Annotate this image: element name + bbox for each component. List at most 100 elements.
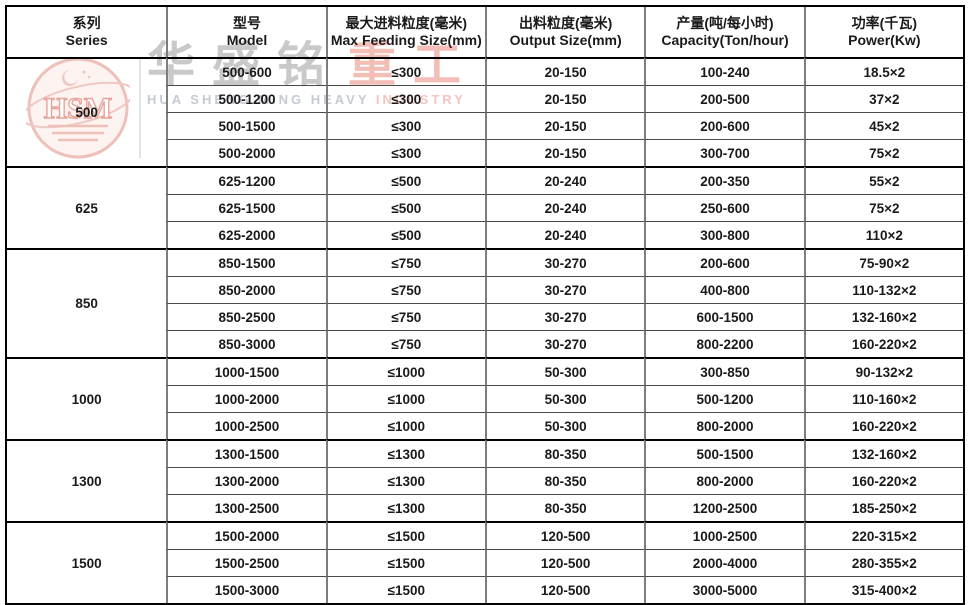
- column-header-zh: 产量(吨/每小时): [676, 15, 774, 31]
- capacity-cell: 800-2000: [644, 412, 804, 439]
- column-header-capacity: 产量(吨/每小时) Capacity(Ton/hour): [644, 7, 803, 57]
- series-cell: 1500: [7, 521, 167, 603]
- output-size-cell: 20-240: [484, 166, 645, 194]
- column-header-zh: 系列: [72, 15, 101, 31]
- column-header-power: 功率(千瓦) Power(Kw): [803, 7, 963, 57]
- output-size-cell: 80-350: [484, 494, 645, 521]
- column-header-series: 系列 Series: [7, 7, 166, 57]
- model-cell: 850-1500: [166, 248, 326, 276]
- output-size-cell: 80-350: [484, 439, 645, 467]
- capacity-cell: 300-700: [644, 139, 804, 166]
- table-row: 1300-2500 ≤1300 80-350 1200-2500 185-250×2: [7, 494, 963, 521]
- series-cell: 625: [7, 166, 167, 248]
- power-cell: 75×2: [803, 139, 963, 166]
- model-cell: 1300-2000: [166, 467, 326, 494]
- max-feeding-size-cell: ≤500: [325, 221, 485, 248]
- max-feeding-size-cell: ≤750: [325, 248, 485, 276]
- table-row: 850-2500 ≤750 30-270 600-1500 132-160×2: [7, 303, 963, 330]
- capacity-cell: 500-1200: [644, 385, 804, 412]
- page: HSM 华盛铭 重工 HUA SHENG MING HEAVY INDUSTRY …: [5, 5, 965, 605]
- capacity-cell: 800-2200: [644, 330, 804, 357]
- capacity-cell: 250-600: [644, 194, 804, 221]
- output-size-cell: 50-300: [484, 385, 645, 412]
- max-feeding-size-cell: ≤1300: [325, 439, 485, 467]
- max-feeding-size-cell: ≤1500: [325, 549, 485, 576]
- column-header-en: Series: [65, 32, 108, 48]
- table-row: 1500-2500 ≤1500 120-500 2000-4000 280-355×2: [7, 549, 963, 576]
- column-header-en: Output Size(mm): [509, 32, 622, 48]
- max-feeding-size-cell: ≤1300: [325, 494, 485, 521]
- model-cell: 500-1200: [166, 85, 326, 112]
- table-body: 500 500-600 ≤300 20-150 100-240 18.5×2 500-120…: [7, 57, 963, 603]
- column-header-max-feeding-size: 最大进料粒度(毫米) Max Feeding Size(mm): [325, 7, 485, 57]
- max-feeding-size-cell: ≤1000: [325, 412, 485, 439]
- power-cell: 160-220×2: [803, 467, 963, 494]
- max-feeding-size-cell: ≤300: [325, 112, 485, 139]
- model-cell: 625-2000: [166, 221, 326, 248]
- column-header-model: 型号 Model: [166, 7, 325, 57]
- model-cell: 1000-2000: [166, 385, 326, 412]
- output-size-cell: 30-270: [484, 330, 645, 357]
- column-header-zh: 功率(千瓦): [851, 15, 917, 31]
- spec-table: 系列 Series 型号 Model 最大进料粒度(毫米) Max Feeding Siz…: [5, 5, 965, 605]
- capacity-cell: 800-2000: [644, 467, 804, 494]
- series-cell: 1300: [7, 439, 167, 521]
- power-cell: 315-400×2: [803, 576, 963, 603]
- output-size-cell: 20-150: [484, 57, 645, 85]
- power-cell: 45×2: [803, 112, 963, 139]
- capacity-cell: 500-1500: [644, 439, 804, 467]
- model-cell: 500-1500: [166, 112, 326, 139]
- model-cell: 1300-2500: [166, 494, 326, 521]
- model-cell: 850-2000: [166, 276, 326, 303]
- capacity-cell: 300-850: [644, 357, 804, 385]
- capacity-cell: 300-800: [644, 221, 804, 248]
- series-cell: 1000: [7, 357, 167, 439]
- model-cell: 1500-3000: [166, 576, 326, 603]
- max-feeding-size-cell: ≤300: [325, 139, 485, 166]
- power-cell: 160-220×2: [803, 330, 963, 357]
- capacity-cell: 100-240: [644, 57, 804, 85]
- output-size-cell: 50-300: [484, 412, 645, 439]
- table-row: 850 850-1500 ≤750 30-270 200-600 75-90×2: [7, 248, 963, 311]
- output-size-cell: 120-500: [484, 549, 645, 576]
- capacity-cell: 1200-2500: [644, 494, 804, 521]
- max-feeding-size-cell: ≤300: [325, 57, 485, 85]
- max-feeding-size-cell: ≤500: [325, 166, 485, 194]
- power-cell: 132-160×2: [803, 303, 963, 330]
- output-size-cell: 30-270: [484, 303, 645, 330]
- model-cell: 625-1500: [166, 194, 326, 221]
- model-cell: 1000-1500: [166, 357, 326, 385]
- table-row: 625-2000 ≤500 20-240 300-800 110×2: [7, 221, 963, 248]
- table-row: 500 500-600 ≤300 20-150 100-240 18.5×2: [7, 57, 963, 120]
- output-size-cell: 20-240: [484, 221, 645, 248]
- header-row: 系列 Series 型号 Model 最大进料粒度(毫米) Max Feeding Siz…: [7, 7, 963, 57]
- model-cell: 1300-1500: [166, 439, 326, 467]
- max-feeding-size-cell: ≤1300: [325, 467, 485, 494]
- capacity-cell: 200-600: [644, 112, 804, 139]
- column-header-en: Max Feeding Size(mm): [330, 32, 482, 48]
- power-cell: 75×2: [803, 194, 963, 221]
- power-cell: 37×2: [803, 85, 963, 112]
- output-size-cell: 120-500: [484, 576, 645, 603]
- output-size-cell: 50-300: [484, 357, 645, 385]
- column-header-zh: 最大进料粒度(毫米): [345, 15, 467, 31]
- table-row: 500-1200 ≤300 20-150 200-500 37×2: [7, 85, 963, 112]
- capacity-cell: 2000-4000: [644, 549, 804, 576]
- capacity-cell: 600-1500: [644, 303, 804, 330]
- power-cell: 18.5×2: [803, 57, 963, 85]
- table-row: 500-1500 ≤300 20-150 200-600 45×2: [7, 112, 963, 139]
- power-cell: 90-132×2: [803, 357, 963, 385]
- power-cell: 280-355×2: [803, 549, 963, 576]
- output-size-cell: 30-270: [484, 276, 645, 303]
- max-feeding-size-cell: ≤1500: [325, 576, 485, 603]
- max-feeding-size-cell: ≤1500: [325, 521, 485, 549]
- series-cell: 850: [7, 248, 167, 357]
- max-feeding-size-cell: ≤300: [325, 85, 485, 112]
- power-cell: 132-160×2: [803, 439, 963, 467]
- model-cell: 850-3000: [166, 330, 326, 357]
- max-feeding-size-cell: ≤500: [325, 194, 485, 221]
- model-cell: 1500-2500: [166, 549, 326, 576]
- power-cell: 110-160×2: [803, 385, 963, 412]
- capacity-cell: 200-500: [644, 85, 804, 112]
- table-row: 1000-2500 ≤1000 50-300 800-2000 160-220×2: [7, 412, 963, 439]
